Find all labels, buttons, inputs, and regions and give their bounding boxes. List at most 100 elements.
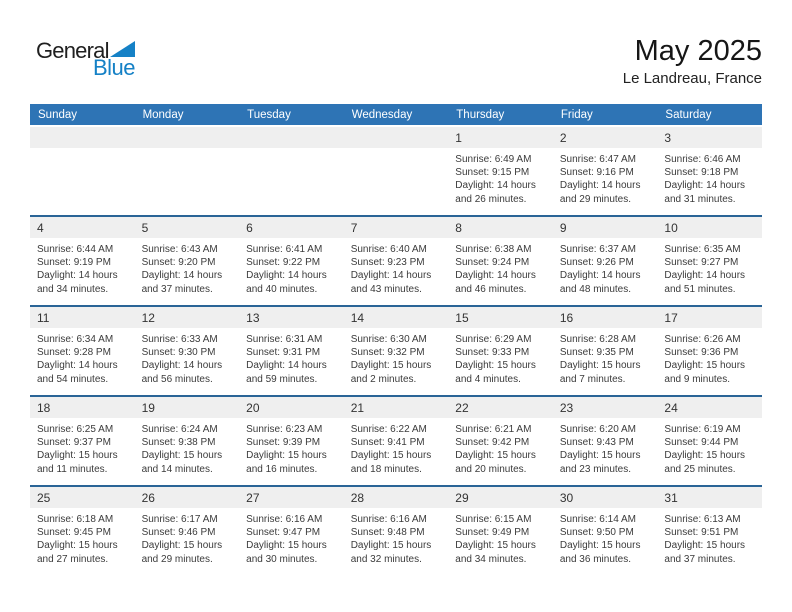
day-number: 11 (30, 307, 135, 328)
day-cell-3: 3 Sunrise: 6:46 AM Sunset: 9:18 PM Daylight… (657, 127, 762, 215)
detail-line: Sunset: 9:23 PM (350, 257, 425, 269)
day-details: Sunrise: 6:46 AM Sunset: 9:18 PM Daylight:… (657, 148, 762, 206)
detail-line: Daylight: 14 hours (664, 180, 746, 192)
day-number: 14 (343, 307, 449, 328)
day-number: 6 (239, 217, 344, 238)
detail-line: Sunset: 9:37 PM (37, 437, 111, 449)
day-number: 8 (448, 217, 553, 238)
detail-line: Sunset: 9:41 PM (350, 437, 425, 449)
day-details (344, 148, 449, 153)
day-number: 10 (657, 217, 762, 238)
day-cell-14: 14 Sunrise: 6:30 AM Sunset: 9:32 PM Dayligh… (343, 307, 449, 395)
detail-line: Daylight: 14 hours (350, 270, 432, 282)
detail-line: Sunset: 9:33 PM (455, 347, 530, 359)
day-details: Sunrise: 6:31 AM Sunset: 9:31 PM Daylight:… (239, 328, 344, 386)
detail-line: Sunset: 9:36 PM (664, 347, 739, 359)
day-details: Sunrise: 6:35 AM Sunset: 9:27 PM Daylight:… (657, 238, 762, 296)
detail-line: and 16 minutes. (246, 463, 318, 475)
day-number: 13 (239, 307, 344, 328)
detail-line: Daylight: 14 hours (455, 180, 536, 192)
detail-line: Sunrise: 6:29 AM (455, 334, 532, 345)
day-cell-13: 13 Sunrise: 6:31 AM Sunset: 9:31 PM Dayligh… (239, 307, 344, 395)
day-number: 16 (552, 307, 658, 328)
detail-line: and 9 minutes. (664, 373, 731, 385)
day-number: 3 (657, 127, 762, 148)
day-details: Sunrise: 6:24 AM Sunset: 9:38 PM Daylight:… (135, 418, 240, 476)
detail-line: Daylight: 15 hours (455, 360, 536, 372)
detail-line: Sunrise: 6:38 AM (455, 244, 532, 255)
day-cell-15: 15 Sunrise: 6:29 AM Sunset: 9:33 PM Dayligh… (448, 307, 553, 395)
detail-line: Sunset: 9:51 PM (664, 527, 739, 539)
day-cell-12: 12 Sunrise: 6:33 AM Sunset: 9:30 PM Dayligh… (134, 307, 240, 395)
day-number: 26 (134, 487, 240, 508)
detail-line: Daylight: 14 hours (559, 270, 641, 282)
day-number: 19 (134, 397, 240, 418)
detail-line: Sunset: 9:49 PM (455, 527, 530, 539)
day-number: 20 (239, 397, 344, 418)
detail-line: Sunrise: 6:30 AM (350, 334, 427, 345)
detail-line: Daylight: 14 hours (455, 270, 536, 282)
day-cell-23: 23 Sunrise: 6:20 AM Sunset: 9:43 PM Dayligh… (552, 397, 658, 485)
day-details (30, 148, 135, 153)
day-cell-20: 20 Sunrise: 6:23 AM Sunset: 9:39 PM Dayligh… (239, 397, 344, 485)
detail-line: Daylight: 14 hours (246, 270, 327, 282)
detail-line: Sunrise: 6:23 AM (246, 424, 323, 435)
detail-line: Sunrise: 6:18 AM (37, 514, 114, 525)
day-number: 5 (134, 217, 240, 238)
detail-line: Daylight: 15 hours (246, 450, 327, 462)
detail-line: Sunrise: 6:44 AM (37, 244, 114, 255)
detail-line: and 25 minutes. (664, 463, 736, 475)
day-cell-31: 31 Sunrise: 6:13 AM Sunset: 9:51 PM Dayligh… (657, 487, 762, 575)
detail-line: Sunrise: 6:22 AM (350, 424, 427, 435)
detail-line: Daylight: 15 hours (455, 450, 536, 462)
day-cell-5: 5 Sunrise: 6:43 AM Sunset: 9:20 PM Daylight… (134, 217, 240, 305)
detail-line: Daylight: 14 hours (37, 360, 118, 372)
detail-line: Daylight: 15 hours (246, 540, 327, 552)
detail-line: Sunset: 9:16 PM (559, 167, 634, 179)
detail-line: and 18 minutes. (350, 463, 422, 475)
detail-line: and 14 minutes. (141, 463, 213, 475)
detail-line: Daylight: 15 hours (37, 540, 118, 552)
detail-line: and 7 minutes. (559, 373, 626, 385)
calendar-weeks: 1 Sunrise: 6:49 AM Sunset: 9:15 PM Daylight… (30, 125, 762, 575)
week-row-2: 4 Sunrise: 6:44 AM Sunset: 9:19 PM Daylight… (30, 215, 762, 305)
detail-line: Sunset: 9:18 PM (664, 167, 739, 179)
title-block: May 2025 Le Landreau, France (623, 34, 762, 90)
detail-line: Sunrise: 6:28 AM (559, 334, 636, 345)
detail-line: Sunset: 9:39 PM (246, 437, 321, 449)
weekday-header-saturday: Saturday (665, 108, 712, 121)
detail-line: Daylight: 15 hours (664, 540, 746, 552)
detail-line: and 26 minutes. (455, 193, 527, 205)
detail-line: Sunrise: 6:33 AM (141, 334, 218, 345)
weekday-header-row: Sunday Monday Tuesday Wednesday Thursday Frid… (30, 104, 762, 125)
detail-line: Sunrise: 6:24 AM (141, 424, 218, 435)
detail-line: Sunrise: 6:46 AM (664, 154, 741, 165)
detail-line: and 34 minutes. (455, 553, 527, 565)
day-cell-4: 4 Sunrise: 6:44 AM Sunset: 9:19 PM Daylight… (30, 217, 135, 305)
detail-line: and 27 minutes. (37, 553, 109, 565)
weekday-header-sunday: Sunday (38, 108, 78, 121)
detail-line: Daylight: 14 hours (37, 270, 118, 282)
day-number (30, 127, 135, 148)
day-cell-9: 9 Sunrise: 6:37 AM Sunset: 9:26 PM Daylight… (552, 217, 658, 305)
detail-line: Daylight: 15 hours (350, 450, 432, 462)
day-details: Sunrise: 6:14 AM Sunset: 9:50 PM Daylight:… (553, 508, 658, 566)
detail-line: Daylight: 15 hours (455, 540, 536, 552)
detail-line: Daylight: 15 hours (664, 450, 746, 462)
month-title: May 2025 (634, 35, 762, 67)
day-number: 1 (448, 127, 553, 148)
detail-line: Daylight: 14 hours (141, 360, 223, 372)
day-number: 18 (30, 397, 135, 418)
day-details: Sunrise: 6:13 AM Sunset: 9:51 PM Daylight:… (657, 508, 762, 566)
detail-line: Sunrise: 6:35 AM (664, 244, 741, 255)
day-cell-27: 27 Sunrise: 6:16 AM Sunset: 9:47 PM Dayligh… (239, 487, 344, 575)
detail-line: Daylight: 15 hours (664, 360, 746, 372)
day-cell-26: 26 Sunrise: 6:17 AM Sunset: 9:46 PM Dayligh… (134, 487, 240, 575)
day-cell-24: 24 Sunrise: 6:19 AM Sunset: 9:44 PM Dayligh… (657, 397, 762, 485)
day-details: Sunrise: 6:40 AM Sunset: 9:23 PM Daylight:… (344, 238, 449, 296)
detail-line: Sunset: 9:44 PM (664, 437, 739, 449)
detail-line: and 40 minutes. (246, 283, 318, 295)
weekday-header-tuesday: Tuesday (247, 108, 291, 121)
general-blue-logo: General Blue (36, 40, 136, 79)
detail-line: and 56 minutes. (141, 373, 213, 385)
